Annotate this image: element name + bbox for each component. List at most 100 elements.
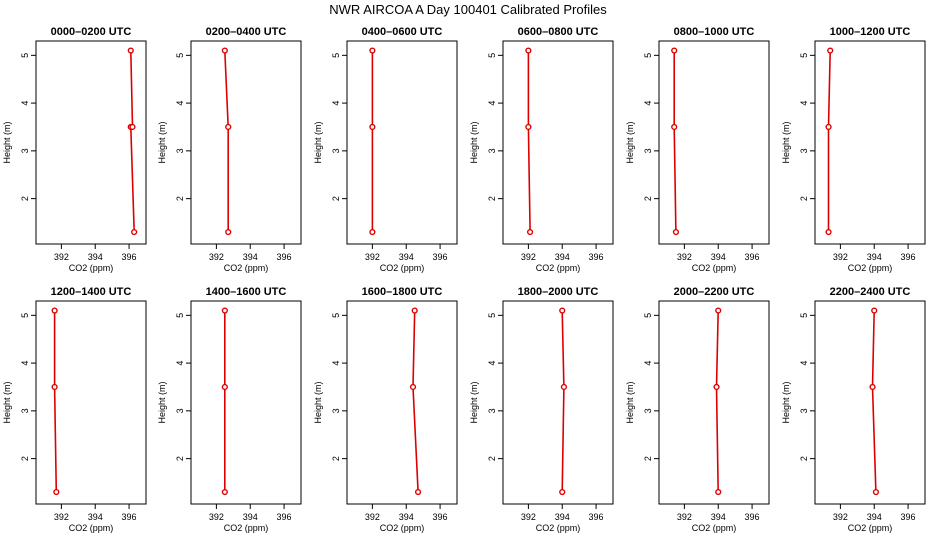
x-tick-label: 396: [901, 252, 916, 262]
profile-point: [221, 47, 228, 54]
profile-point: [825, 228, 832, 236]
profile-point: [51, 383, 58, 391]
x-tick-label: 396: [745, 252, 760, 262]
profile-point: [127, 47, 134, 54]
y-tick-label: 3: [487, 408, 497, 413]
y-tick-label: 5: [331, 313, 341, 318]
panel-title: 2000–2200 UTC: [674, 286, 755, 298]
panel-title: 0600–0800 UTC: [518, 26, 599, 38]
x-tick-label: 394: [399, 512, 414, 522]
profile-panel-10: 1800–2000 UTC 392 394 396 CO2 (ppm) 2 3 4 5 Heigh…: [469, 286, 614, 533]
x-tick-label: 392: [54, 252, 69, 262]
y-axis-label: Height (m): [313, 381, 323, 423]
y-tick-label: 4: [487, 101, 497, 106]
profile-point: [411, 307, 418, 314]
x-tick-label: 392: [54, 512, 69, 522]
y-tick-label: 2: [331, 456, 341, 461]
y-axis-label: Height (m): [2, 121, 12, 163]
plot-frame: [502, 40, 614, 245]
x-axis-label: CO2 (ppm): [536, 523, 581, 533]
profile-panel-4: 0600–0800 UTC 392 394 396 CO2 (ppm) 2 3 4 5 Heigh…: [469, 26, 614, 273]
y-tick-label: 3: [643, 148, 653, 153]
profile-point: [225, 123, 232, 131]
y-tick-label: 3: [20, 148, 30, 153]
y-tick-label: 4: [643, 361, 653, 366]
profile-point: [872, 488, 880, 496]
panel-title: 0200–0400 UTC: [206, 26, 287, 38]
profile-point: [715, 488, 722, 496]
plot-frame: [346, 300, 458, 505]
x-tick-label: 392: [209, 512, 224, 522]
profile-point: [827, 47, 834, 54]
profile-point: [672, 228, 680, 236]
x-tick-label: 396: [277, 252, 292, 262]
y-tick-label: 4: [799, 101, 809, 106]
profile-point: [131, 228, 138, 236]
y-tick-label: 3: [20, 408, 30, 413]
x-tick-label: 396: [277, 512, 292, 522]
plot-frame: [190, 40, 302, 245]
y-tick-label: 2: [487, 196, 497, 201]
plot-frame: [814, 40, 926, 245]
y-tick-label: 5: [487, 313, 497, 318]
profile-point: [869, 383, 876, 391]
profile-point: [525, 47, 532, 54]
x-tick-label: 394: [88, 252, 103, 262]
y-tick-label: 4: [20, 101, 30, 106]
y-tick-label: 2: [487, 456, 497, 461]
x-tick-label: 392: [209, 252, 224, 262]
x-tick-label: 394: [711, 512, 726, 522]
profile-point: [825, 123, 832, 131]
plot-frame: [35, 300, 147, 505]
x-axis-label: CO2 (ppm): [692, 263, 737, 273]
x-axis-label: CO2 (ppm): [69, 523, 114, 533]
panel-title: 1200–1400 UTC: [51, 286, 132, 298]
x-tick-label: 396: [745, 512, 760, 522]
page-title: NWR AIRCOA A Day 100401 Calibrated Profi…: [329, 2, 607, 17]
profile-point: [369, 47, 376, 54]
profile-line: [412, 310, 419, 493]
y-tick-label: 4: [487, 361, 497, 366]
panel-title: 1000–1200 UTC: [830, 26, 911, 38]
profile-panel-6: 1000–1200 UTC 392 394 396 CO2 (ppm) 2 3 4 5 Heigh…: [781, 26, 926, 273]
x-axis-label: CO2 (ppm): [536, 263, 581, 273]
profile-panel-7: 1200–1400 UTC 392 394 396 CO2 (ppm) 2 3 4 5 Heigh…: [2, 286, 147, 533]
profile-point: [525, 123, 532, 131]
profile-point: [713, 383, 720, 391]
panel-title: 0800–1000 UTC: [674, 26, 755, 38]
panel-title: 1400–1600 UTC: [206, 286, 287, 298]
x-axis-label: CO2 (ppm): [69, 263, 114, 273]
panel-title: 2200–2400 UTC: [830, 286, 911, 298]
y-tick-label: 3: [331, 408, 341, 413]
plot-frame: [658, 40, 770, 245]
y-tick-label: 3: [643, 408, 653, 413]
y-tick-label: 4: [175, 361, 185, 366]
profile-line: [129, 50, 135, 233]
profile-point: [671, 47, 678, 54]
x-tick-label: 394: [243, 252, 258, 262]
x-tick-label: 394: [555, 512, 570, 522]
profile-line: [715, 310, 719, 493]
y-axis-label: Height (m): [625, 121, 635, 163]
profile-panel-9: 1600–1800 UTC 392 394 396 CO2 (ppm) 2 3 4 5 Heigh…: [313, 286, 458, 533]
x-tick-label: 392: [521, 252, 536, 262]
y-axis-label: Height (m): [781, 381, 791, 423]
y-tick-label: 5: [20, 53, 30, 58]
plot-frame: [35, 40, 147, 245]
x-axis-label: CO2 (ppm): [224, 263, 269, 273]
y-axis-label: Height (m): [625, 381, 635, 423]
y-tick-label: 3: [799, 408, 809, 413]
y-tick-label: 5: [175, 53, 185, 58]
y-axis-label: Height (m): [313, 121, 323, 163]
x-tick-label: 392: [365, 252, 380, 262]
x-tick-label: 394: [867, 512, 882, 522]
profile-panel-1: 0000–0200 UTC 392 394 396 CO2 (ppm) 2 3 4 5 Heigh…: [2, 26, 147, 273]
profile-line: [527, 50, 531, 233]
x-tick-label: 394: [88, 512, 103, 522]
profile-point: [369, 123, 376, 131]
y-axis-label: Height (m): [469, 381, 479, 423]
profile-point: [414, 488, 422, 496]
y-axis-label: Height (m): [469, 121, 479, 163]
y-tick-label: 5: [331, 53, 341, 58]
